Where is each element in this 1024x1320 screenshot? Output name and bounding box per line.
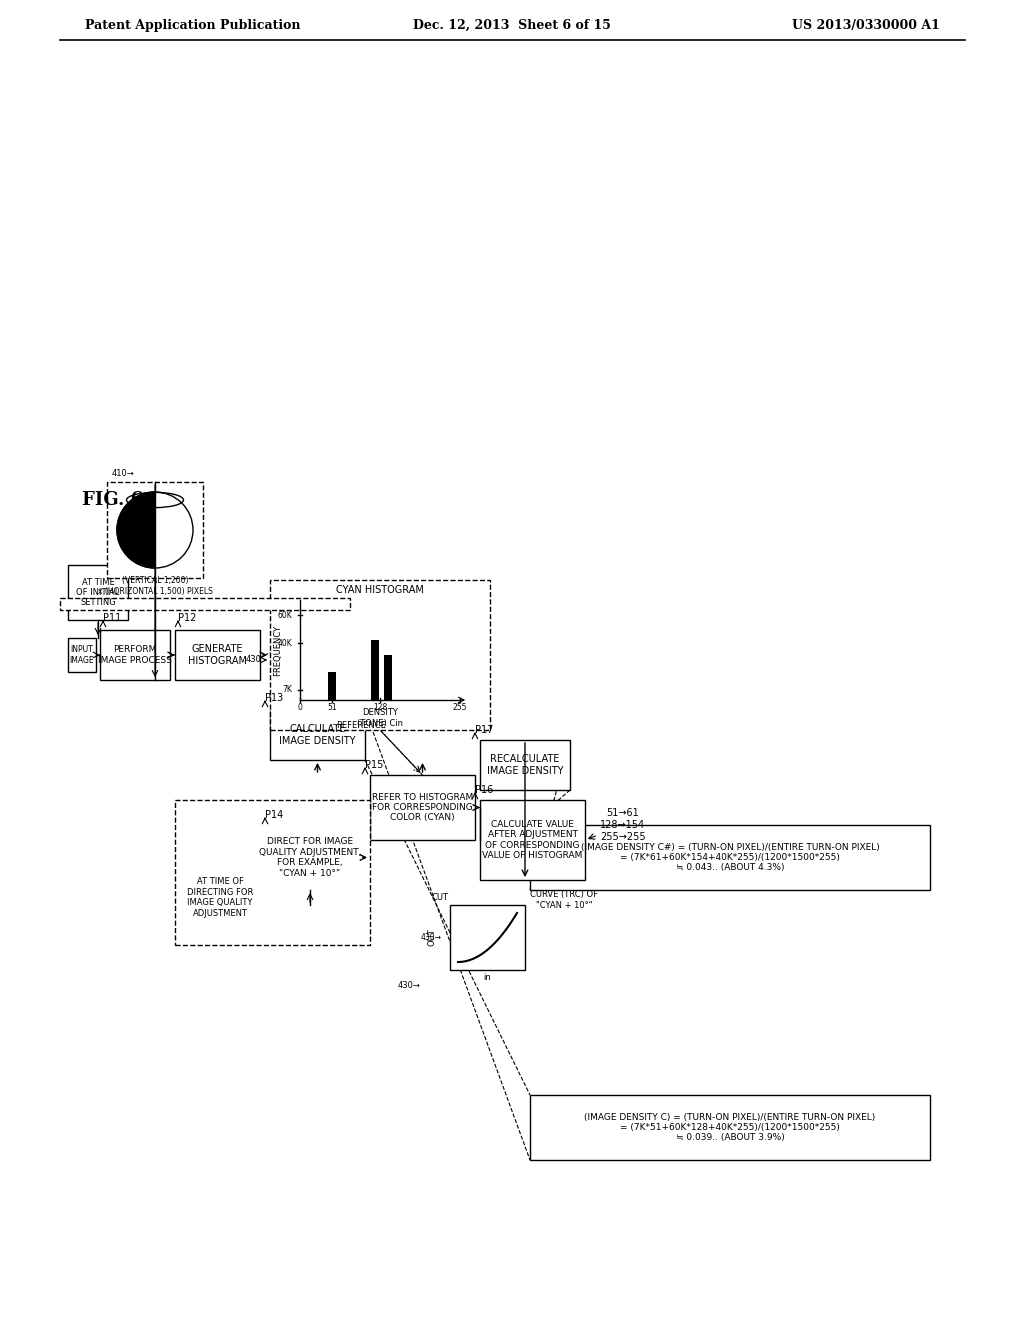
Bar: [530, 1096, 930, 1160]
Text: Patent Application Publication: Patent Application Publication: [85, 18, 300, 32]
Text: INPUT
IMAGE: INPUT IMAGE: [70, 645, 94, 665]
Text: 51: 51: [328, 702, 337, 711]
Bar: [68, 565, 128, 620]
Bar: [68, 638, 96, 672]
Bar: [175, 630, 260, 680]
Bar: [270, 579, 490, 730]
Bar: [480, 741, 570, 789]
Text: CALCULATE VALUE
AFTER ADJUSTMENT
OF CORRESPONDING
VALUE OF HISTOGRAM: CALCULATE VALUE AFTER ADJUSTMENT OF CORR…: [482, 820, 583, 861]
Text: CUT: CUT: [432, 892, 449, 902]
Text: P14: P14: [265, 810, 284, 820]
Text: 410→: 410→: [112, 470, 135, 479]
Bar: [175, 800, 370, 945]
Bar: [60, 598, 350, 610]
Text: 60K: 60K: [278, 610, 292, 619]
Text: P11: P11: [103, 612, 121, 623]
Text: (IMAGE DENSITY C) = (TURN-ON PIXEL)/(ENTIRE TURN-ON PIXEL)
= (7K*51+60K*128+40K*: (IMAGE DENSITY C) = (TURN-ON PIXEL)/(ENT…: [585, 1113, 876, 1142]
Text: 7K: 7K: [283, 685, 292, 694]
Text: P17: P17: [475, 725, 494, 735]
Text: 430→: 430→: [397, 981, 420, 990]
Text: (VERTICAL 1,200)
x (HORIZONTAL 1,500) PIXELS: (VERTICAL 1,200) x (HORIZONTAL 1,500) PI…: [97, 577, 212, 595]
Text: P15: P15: [365, 760, 383, 770]
Text: 40K: 40K: [278, 639, 292, 648]
Text: 51→61
128→154
255→255: 51→61 128→154 255→255: [600, 808, 645, 842]
Bar: [106, 482, 203, 578]
Text: AT TIME
OF INITIAL
SETTING: AT TIME OF INITIAL SETTING: [77, 578, 120, 607]
Text: GENERATE
HISTOGRAM: GENERATE HISTOGRAM: [188, 644, 247, 665]
Text: PERFORM
IMAGE PROCESS: PERFORM IMAGE PROCESS: [98, 645, 172, 665]
Bar: [270, 710, 365, 760]
Text: FIG. 6: FIG. 6: [82, 491, 143, 510]
Text: DENSITY
(TONE) Cin: DENSITY (TONE) Cin: [357, 709, 403, 727]
Text: DIRECT FOR IMAGE
QUALITY ADJUSTMENT,
FOR EXAMPLE,
"CYAN + 10°": DIRECT FOR IMAGE QUALITY ADJUSTMENT, FOR…: [259, 837, 361, 878]
Text: 0: 0: [298, 702, 302, 711]
Text: P16: P16: [475, 785, 494, 795]
Bar: [530, 825, 930, 890]
Text: RECALCULATE
IMAGE DENSITY: RECALCULATE IMAGE DENSITY: [486, 754, 563, 776]
Bar: [370, 775, 475, 840]
Text: CYAN HISTOGRAM: CYAN HISTOGRAM: [336, 585, 424, 595]
Text: 430→: 430→: [421, 933, 442, 942]
Bar: [480, 800, 585, 880]
Text: REFERENCE: REFERENCE: [336, 721, 386, 730]
Text: CURVE (TRC) OF
"CYAN + 10°": CURVE (TRC) OF "CYAN + 10°": [530, 890, 598, 909]
Text: AT TIME OF
DIRECTING FOR
IMAGE QUALITY
ADJUSTMENT: AT TIME OF DIRECTING FOR IMAGE QUALITY A…: [186, 878, 253, 917]
Text: FREQUENCY: FREQUENCY: [273, 624, 283, 676]
Text: Dec. 12, 2013  Sheet 6 of 15: Dec. 12, 2013 Sheet 6 of 15: [413, 18, 611, 32]
Text: CALCULATE
IMAGE DENSITY: CALCULATE IMAGE DENSITY: [280, 725, 355, 746]
Text: P13: P13: [265, 693, 284, 704]
Text: US 2013/0330000 A1: US 2013/0330000 A1: [793, 18, 940, 32]
Bar: [371, 640, 379, 700]
Bar: [384, 655, 392, 700]
Text: in: in: [483, 973, 492, 982]
Bar: [328, 672, 336, 700]
Text: P12: P12: [178, 612, 197, 623]
Text: (IMAGE DENSITY C#) = (TURN-ON PIXEL)/(ENTIRE TURN-ON PIXEL)
= (7K*61+60K*154+40K: (IMAGE DENSITY C#) = (TURN-ON PIXEL)/(EN…: [581, 842, 880, 873]
Text: OUT: OUT: [427, 929, 436, 946]
Text: 255: 255: [453, 702, 467, 711]
Polygon shape: [117, 492, 155, 568]
Bar: [260, 825, 360, 890]
Bar: [450, 906, 525, 970]
Bar: [100, 630, 170, 680]
Text: 128: 128: [373, 702, 387, 711]
Bar: [180, 865, 260, 931]
Text: REFER TO HISTOGRAM
FOR CORRESPONDING
COLOR (CYAN): REFER TO HISTOGRAM FOR CORRESPONDING COL…: [372, 792, 473, 822]
Text: 430: 430: [246, 656, 262, 664]
